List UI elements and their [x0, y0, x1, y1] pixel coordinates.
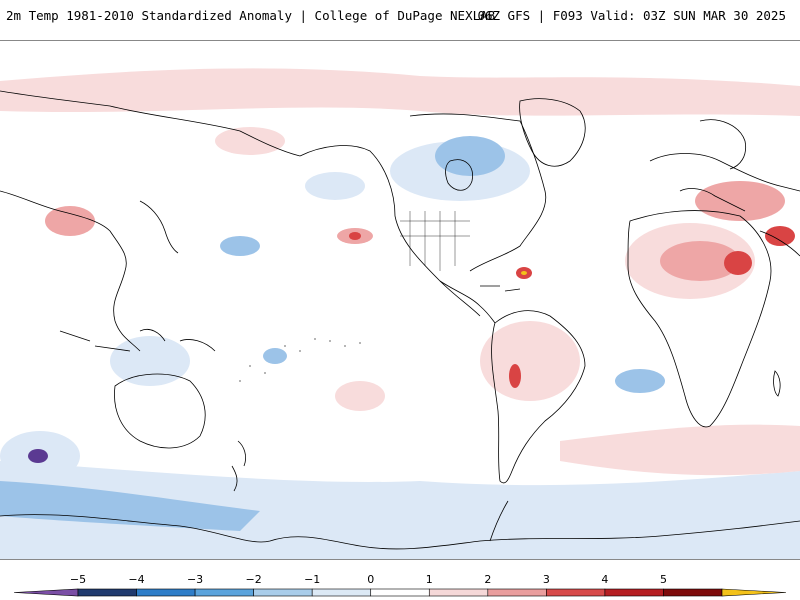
colorbar-swatch	[370, 588, 430, 597]
southern-cold-extreme	[28, 449, 48, 463]
greenland-coast	[519, 98, 586, 167]
pacific-warm-patch-3	[215, 127, 285, 155]
pacific-warm-patch-2	[335, 381, 385, 411]
colorbar-swatch	[311, 588, 372, 597]
colorbar-swatch	[487, 588, 547, 597]
anomaly-shading	[0, 68, 800, 559]
colorbar-tick-label: 0	[367, 573, 374, 586]
japan-coast	[139, 200, 179, 254]
colorbar-tick-label: −5	[70, 573, 86, 586]
antarctica-coast	[0, 514, 800, 550]
africa-warm-mid	[660, 241, 740, 281]
antarctic-peninsula	[489, 500, 509, 542]
antarctic-cold-mid	[0, 481, 260, 531]
colorbar-tick-label: 2	[484, 573, 491, 586]
colorbar-tick-label: −4	[128, 573, 144, 586]
antarctic-cold-band	[0, 461, 800, 559]
caribbean-islands	[480, 285, 521, 292]
colorbar-tick-label: −2	[246, 573, 262, 586]
australia-coast	[114, 373, 206, 449]
colorbar-tick-label: 1	[426, 573, 433, 586]
north-america-coast	[299, 113, 547, 317]
asia-warm-patch	[45, 206, 95, 236]
madagascar-coast	[773, 370, 781, 397]
colorbar-swatch	[194, 588, 254, 597]
pacific-cold-patch-5	[263, 348, 287, 364]
scandinavia-coast	[699, 119, 747, 170]
pacific-cold-patch-2	[220, 236, 260, 256]
pacific-warm-patch-1-core	[349, 232, 361, 240]
central-america-coast	[439, 280, 496, 324]
colorbar-left-triangle	[13, 588, 79, 597]
arctic-warm-band	[0, 68, 800, 116]
southern-warm-band	[560, 424, 800, 476]
colorbar-swatch	[136, 588, 196, 597]
atlantic-cold-patch	[615, 369, 665, 393]
pacific-cold-patch-1	[305, 172, 365, 200]
africa-warm-core	[724, 251, 752, 275]
colorbar-tick-label: 4	[601, 573, 608, 586]
europe-warm	[695, 181, 785, 221]
greenland-cold	[435, 136, 505, 176]
colorbar-swatch	[253, 588, 313, 597]
colorbar-svg: −5 −4 −3 −2 −1 0 1 2 3 4 5	[13, 573, 787, 597]
valid-time: 06Z GFS | F093 Valid: 03Z SUN MAR 30 202…	[477, 8, 786, 23]
colorbar-swatch	[604, 588, 664, 597]
coastlines	[0, 90, 800, 550]
colorbar-swatch	[546, 588, 606, 597]
us-state-lines	[400, 211, 470, 271]
europe-coast	[649, 153, 800, 212]
colorbar-right-triangle	[721, 588, 787, 597]
colorbar-tick-label: −1	[304, 573, 320, 586]
middle-east-warm-core	[765, 226, 795, 246]
colorbar-swatch	[77, 588, 137, 597]
tropical-noise	[239, 338, 361, 382]
pacific-cold-patch-4	[110, 336, 190, 386]
south-america-warm	[480, 321, 580, 401]
colorbar-tick-label: −3	[187, 573, 203, 586]
colorbar: −5 −4 −3 −2 −1 0 1 2 3 4 5	[0, 568, 800, 600]
map-panel	[0, 40, 800, 560]
south-america-warm-core	[509, 364, 521, 388]
indonesia-islands	[59, 328, 216, 352]
arabia-coast	[759, 230, 800, 257]
africa-coast	[627, 210, 772, 428]
anomaly-map	[0, 68, 800, 559]
new-zealand-coast	[231, 440, 246, 492]
asia-coast	[0, 90, 301, 352]
venezuela-warm-core	[521, 271, 527, 275]
colorbar-tick-label: 5	[660, 573, 667, 586]
south-america-coast	[491, 310, 586, 484]
header: 2m Temp 1981-2010 Standardized Anomaly |…	[0, 0, 800, 32]
colorbar-swatch	[428, 588, 489, 597]
colorbar-tick-label: 3	[543, 573, 550, 586]
map-title: 2m Temp 1981-2010 Standardized Anomaly |…	[6, 8, 496, 23]
colorbar-swatch	[663, 588, 723, 597]
hudson-bay	[445, 159, 473, 191]
